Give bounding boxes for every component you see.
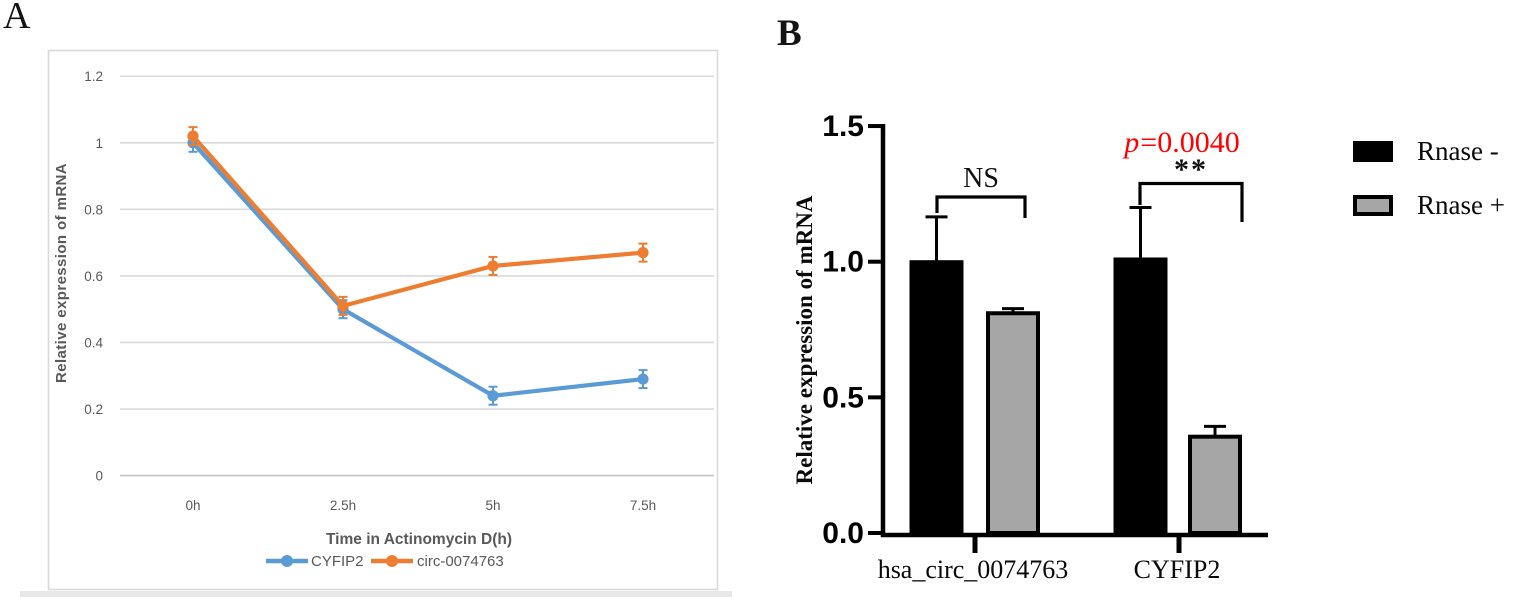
legend-point-marker	[386, 555, 398, 567]
p-value-rest: =0.0040	[1140, 126, 1240, 159]
data-point-marker	[637, 373, 649, 385]
y-axis-tick-label: 1	[95, 136, 103, 151]
legend-item-rnase-minus: Rnase -	[1353, 136, 1505, 166]
y-axis-tick-label: 0.6	[84, 269, 103, 284]
significance-stars: **	[1174, 153, 1208, 186]
ns-annotation: NS	[963, 163, 999, 194]
line-chart-y-axis-title: Relative expression of mRNA	[53, 163, 70, 383]
x-axis-tick-label: 5h	[485, 498, 500, 513]
y-axis-tick-label: 1.2	[84, 69, 103, 84]
legend-item-rnase-plus: Rnase +	[1353, 190, 1505, 220]
bar-rnase--hsa-circ-0074763	[909, 260, 964, 535]
x-axis-tick-label: 7.5h	[630, 498, 656, 513]
significance-bracket	[1138, 181, 1244, 222]
data-point-marker	[487, 260, 499, 272]
figure-edge-strip	[20, 591, 732, 597]
legend-label: CYFIP2	[311, 553, 364, 570]
data-point-marker	[487, 390, 499, 402]
bar-chart-y-axis-title: Relative expression of mRNA	[792, 195, 817, 484]
bar-rnase-+-cyfip2	[1188, 434, 1242, 536]
x-axis-tick-label: 0h	[185, 498, 200, 513]
y-axis-tick-label: 1.5	[822, 110, 864, 143]
bar-rnase--cyfip2	[1113, 257, 1168, 535]
y-axis-tick-label: 0.0	[822, 517, 864, 550]
ns-bracket	[935, 195, 1027, 218]
data-point-marker	[187, 130, 199, 142]
p-value-prefix: p	[1124, 126, 1140, 159]
rnase-plus-swatch-icon	[1353, 195, 1393, 216]
series-line-circ-0074763	[190, 134, 646, 308]
y-axis-tick-label: 1.0	[822, 246, 864, 279]
panel-a-label: A	[3, 0, 31, 37]
panel-b-label: B	[777, 13, 802, 54]
x-axis-category-label: CYFIP2	[1134, 555, 1221, 584]
bar-rnase-+-hsa-circ-0074763	[986, 311, 1040, 536]
rnase-minus-swatch-icon	[1353, 141, 1393, 162]
rnase-minus-label: Rnase -	[1417, 136, 1499, 166]
x-axis-category-label: hsa_circ_0074763	[878, 555, 1069, 584]
series-line-cyfip2	[190, 140, 646, 398]
rnase-plus-label: Rnase +	[1417, 190, 1505, 220]
x-axis-tick-label: 2.5h	[330, 498, 356, 513]
y-axis-tick-label: 0.5	[822, 381, 864, 414]
bar-chart-legend: Rnase - Rnase +	[1353, 136, 1505, 246]
line-chart-x-axis-title: Time in Actinomycin D(h)	[326, 531, 512, 548]
line-chart-frame	[47, 49, 719, 591]
y-axis-tick-label: 0.4	[84, 335, 103, 350]
legend-point-marker	[281, 555, 293, 567]
data-point-marker	[337, 300, 349, 312]
y-axis-tick-label: 0.2	[84, 402, 103, 417]
y-axis-tick-label: 0.8	[84, 202, 103, 217]
p-value-annotation: p=0.0040	[1112, 126, 1252, 160]
y-axis-tick-label: 0	[95, 469, 103, 484]
data-point-marker	[637, 247, 649, 259]
legend-label: circ-0074763	[417, 553, 504, 570]
